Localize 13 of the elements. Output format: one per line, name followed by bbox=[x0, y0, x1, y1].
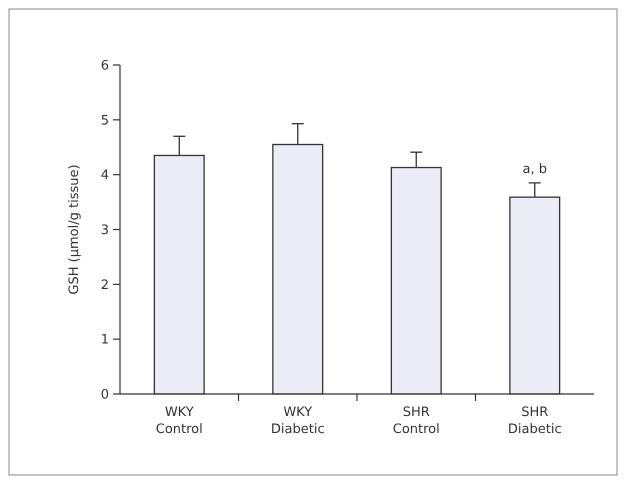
y-tick-label: 3 bbox=[100, 223, 109, 238]
y-tick-label: 6 bbox=[100, 58, 109, 74]
y-axis-title: GSH (µmol/g tissue) bbox=[67, 164, 82, 295]
x-tick-label: SHR Control bbox=[392, 405, 440, 437]
y-tick-label: 2 bbox=[100, 278, 109, 293]
x-tick-label: WKY Diabetic bbox=[270, 405, 325, 437]
y-tick-label: 0 bbox=[100, 388, 109, 403]
y-tick-label: 1 bbox=[100, 332, 109, 348]
x-tick-label: WKY Control bbox=[156, 405, 203, 437]
y-tick-label: 4 bbox=[100, 168, 109, 184]
x-tick-label: SHR Diabetic bbox=[508, 405, 562, 437]
annotation: a, b bbox=[522, 162, 547, 177]
y-tick-label: 5 bbox=[100, 113, 109, 128]
